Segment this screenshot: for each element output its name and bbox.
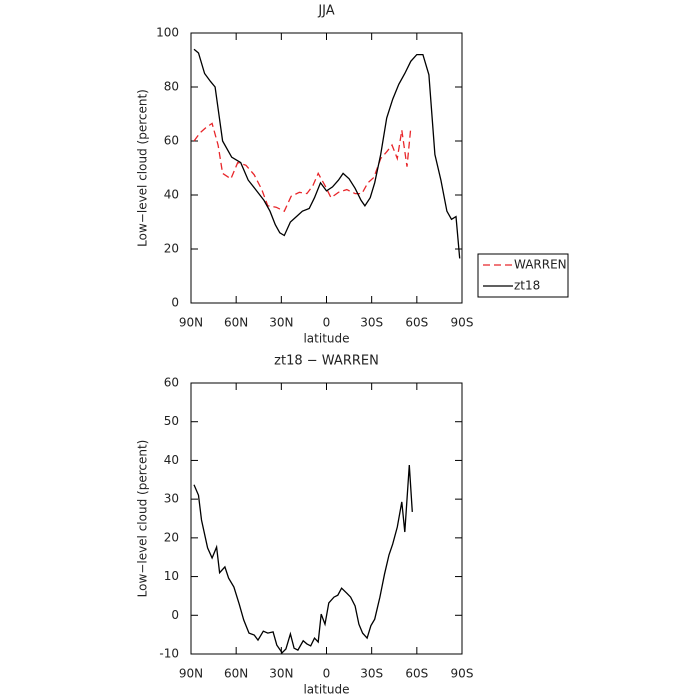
x-tick-label: 60N [224,667,248,681]
y-axis-label: Low−level cloud (percent) [136,89,150,247]
x-tick-label: 30N [269,667,293,681]
y-tick-label: 100 [156,26,179,40]
y-tick-label: 40 [164,453,179,467]
x-axis-label: latitude [303,683,349,697]
y-tick-label: 40 [164,188,179,202]
chart-title: JJA [317,4,334,19]
y-tick-label: 50 [164,414,179,428]
data-line [193,122,412,213]
x-tick-label: 90S [451,316,474,330]
x-tick-label: 60N [224,316,248,330]
data-line [193,48,461,259]
x-tick-label: 0 [323,316,331,330]
x-tick-label: 0 [323,667,331,681]
x-tick-label: 90N [179,667,203,681]
x-tick-label: 60S [405,667,428,681]
y-tick-label: 0 [171,296,179,310]
y-tick-label: 80 [164,80,179,94]
y-tick-label: 20 [164,530,179,544]
x-tick-label: 30N [269,316,293,330]
y-tick-label: -10 [159,647,179,661]
x-tick-label: 90S [451,667,474,681]
x-tick-label: 30S [360,316,383,330]
y-tick-label: 0 [171,608,179,622]
x-tick-label: 30S [360,667,383,681]
y-tick-label: 10 [164,569,179,583]
legend-label: zt18 [514,279,540,293]
y-tick-label: 30 [164,492,179,506]
y-tick-label: 60 [164,134,179,148]
y-axis-label: Low−level cloud (percent) [136,440,150,598]
data-line [193,465,413,654]
y-tick-label: 20 [164,242,179,256]
x-tick-label: 60S [405,316,428,330]
legend-label: WARREN [514,258,567,272]
chart-title: zt18 − WARREN [274,354,379,369]
legend-box [477,253,569,298]
x-tick-label: 90N [179,316,203,330]
plot-frame [190,32,463,304]
y-tick-label: 60 [164,376,179,390]
x-axis-label: latitude [303,332,349,346]
